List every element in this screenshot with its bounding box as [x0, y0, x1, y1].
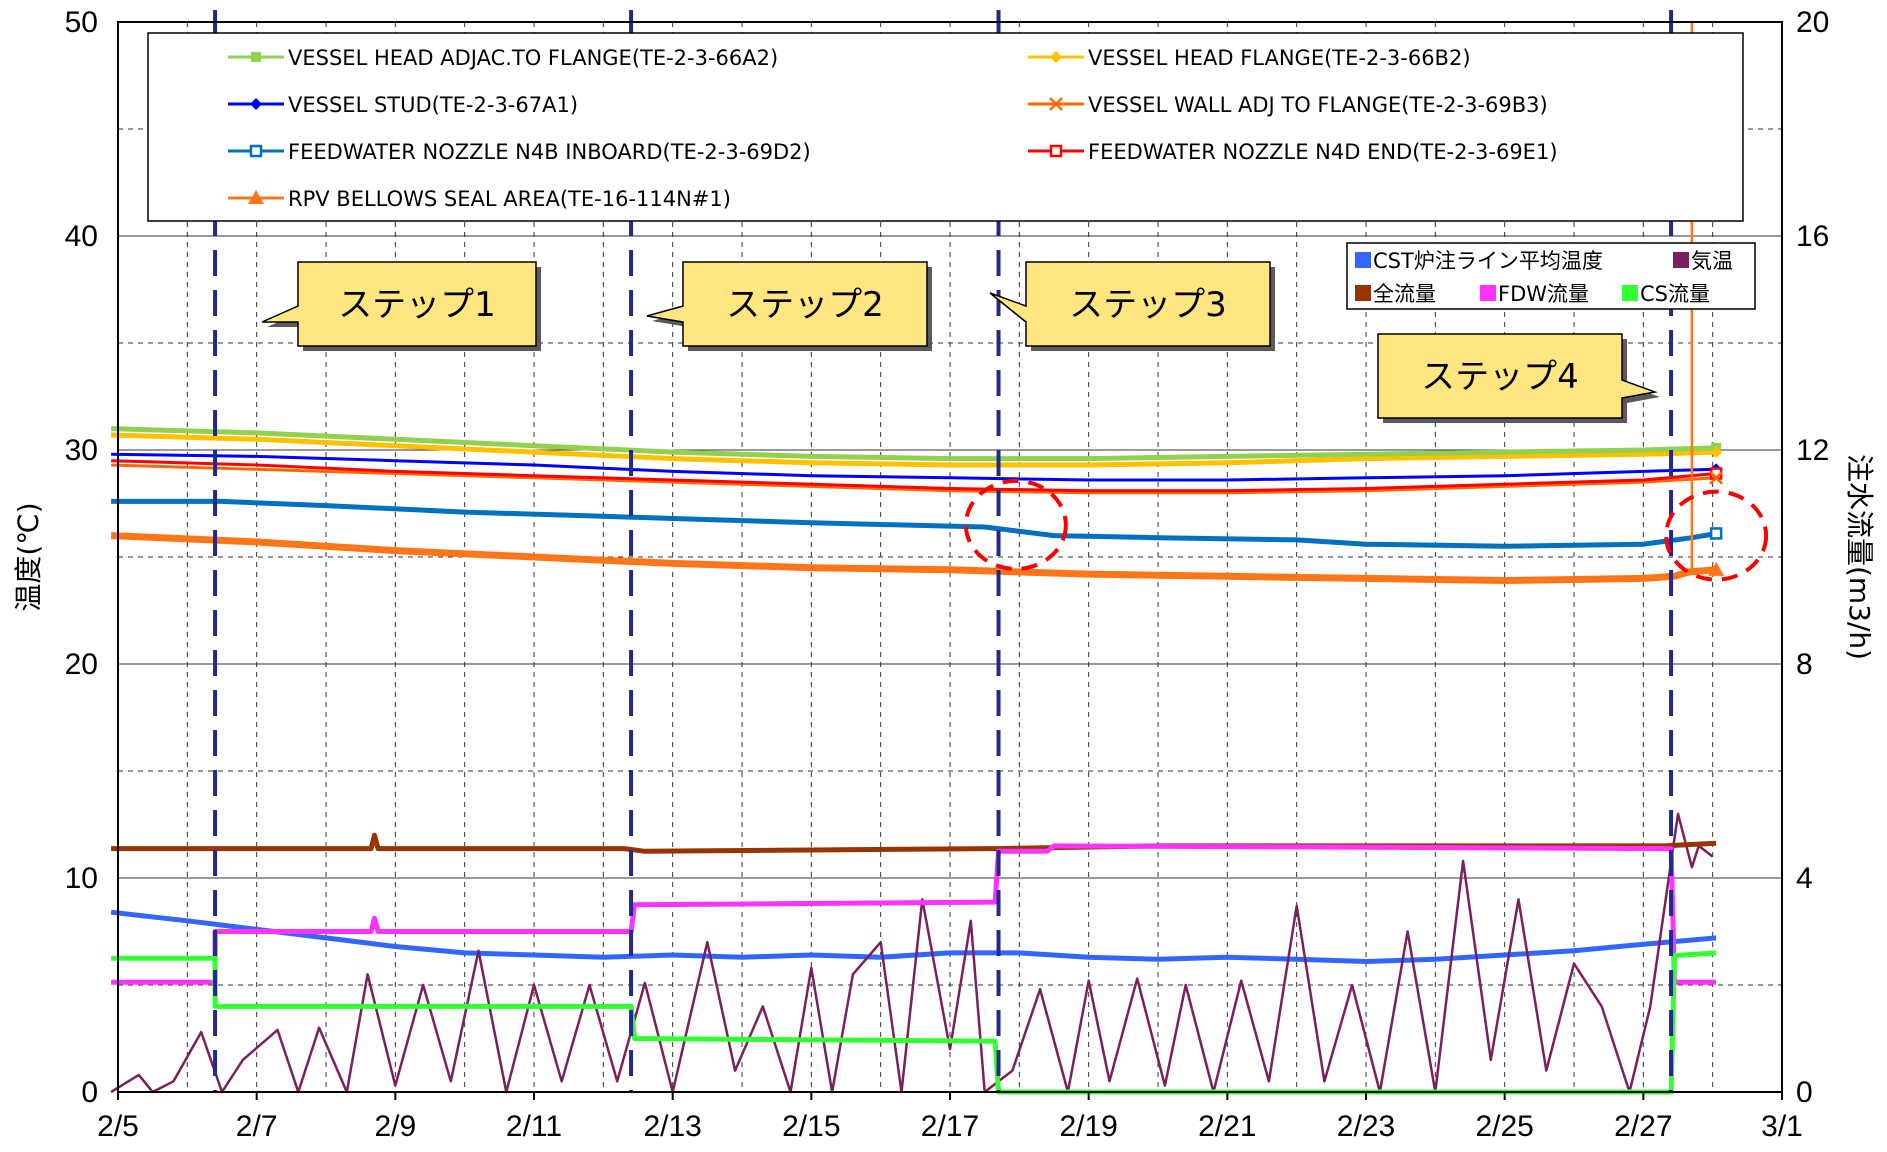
- x-tick-label: 2/15: [782, 1110, 840, 1143]
- legend-bottom-label: CST炉注ライン平均温度: [1373, 249, 1603, 273]
- legend-top-marker: [251, 52, 261, 62]
- y-right-tick-label: 4: [1796, 862, 1813, 895]
- x-tick-label: 2/23: [1337, 1110, 1395, 1143]
- step-callouts: ステップ1 ステップ2 ステップ3 ステップ4: [261, 261, 1660, 423]
- step-callout-label: ステップ2: [726, 285, 884, 325]
- y-right-tick-label: 8: [1796, 648, 1813, 681]
- x-tick-label: 2/13: [643, 1110, 701, 1143]
- y-left-tick-label: 30: [65, 434, 98, 467]
- series-line: [111, 426, 1717, 462]
- series-line: [111, 432, 1717, 468]
- series-layer: [110, 22, 1725, 1095]
- y-left-tick-label: 0: [81, 1076, 98, 1109]
- legend-top-marker: [1049, 144, 1063, 158]
- x-tick-label: 2/25: [1475, 1110, 1533, 1143]
- y-right-tick-label: 0: [1796, 1076, 1813, 1109]
- legend-top-label: FEEDWATER NOZZLE N4B INBOARD(TE-2-3-69D2…: [288, 140, 811, 164]
- axis-ticks: 2/5 2/7 2/9 2/11 2/13 2/15 2/17 2/19 2/21 2/23 2/2…: [12, 6, 1876, 1143]
- legend-top-label: VESSEL HEAD FLANGE(TE-2-3-66B2): [1088, 46, 1471, 70]
- x-tick-label: 2/11: [506, 1110, 562, 1143]
- x-tick-label: 3/1: [1761, 1110, 1803, 1143]
- highlight-ellipse: [1664, 489, 1769, 582]
- legend-top-marker: [250, 98, 262, 110]
- series-endpoint-marker: [1710, 446, 1723, 459]
- legend-bottom-swatch: [1355, 285, 1371, 301]
- x-tick-label: 2/21: [1198, 1110, 1256, 1143]
- y-right-tick-label: 12: [1796, 434, 1829, 467]
- series-line: [110, 532, 1717, 584]
- legend-bottom-swatch: [1622, 285, 1638, 301]
- legend-top-box: [147, 32, 1744, 222]
- legend-top-label: RPV BELLOWS SEAL AREA(TE-16-114N#1): [288, 187, 731, 211]
- legend-top-marker: [248, 190, 264, 204]
- highlight-ellipse: [963, 478, 1068, 571]
- series-line: [110, 812, 1714, 1094]
- series-line: [111, 459, 1717, 493]
- legend-bottom-swatch: [1355, 252, 1371, 268]
- step-callout-label: ステップ1: [338, 285, 496, 325]
- y-right-tick-label: 16: [1796, 220, 1829, 253]
- series-endpoint-marker: [1709, 470, 1724, 485]
- legend-bottom-swatch: [1480, 285, 1496, 301]
- legend-bottom-label: FDW流量: [1498, 282, 1589, 306]
- series-line: [111, 463, 1717, 495]
- series-endpoint-marker: [1708, 561, 1725, 576]
- step-callout-box: [989, 261, 1271, 347]
- x-tick-label: 2/27: [1614, 1110, 1672, 1143]
- x-tick-label: 2/9: [374, 1110, 416, 1143]
- legend-top-marker: [249, 144, 263, 158]
- y-left-tick-label: 10: [65, 862, 98, 895]
- series-line: [111, 452, 1717, 482]
- step-callout-box: [646, 261, 928, 347]
- x-tick-label: 2/19: [1059, 1110, 1117, 1143]
- legend-bottom-label: CS流量: [1640, 282, 1710, 306]
- y-left-axis-title: 温度(℃): [12, 502, 45, 611]
- legend-top-marker: [1049, 97, 1063, 111]
- step-callout-box: [261, 261, 537, 347]
- legend-bottom-swatch: [1673, 252, 1689, 268]
- legend-top-label: VESSEL WALL ADJ TO FLANGE(TE-2-3-69B3): [1088, 93, 1548, 117]
- series-endpoint-marker: [1709, 527, 1723, 540]
- annotations: [963, 478, 1769, 582]
- step-callout-label: ステップ3: [1069, 285, 1227, 325]
- y-left-tick-label: 50: [65, 6, 98, 39]
- y-right-tick-label: 20: [1796, 6, 1829, 39]
- series-line: [111, 498, 1717, 549]
- step-callout-box: [1377, 333, 1658, 419]
- legend-bottom-label: 気温: [1691, 249, 1733, 273]
- legend-top-label: VESSEL STUD(TE-2-3-67A1): [288, 93, 578, 117]
- y-left-tick-label: 40: [65, 220, 98, 253]
- legend-top-label: VESSEL HEAD ADJAC.TO FLANGE(TE-2-3-66A2): [288, 46, 778, 70]
- legend-top-label: FEEDWATER NOZZLE N4D END(TE-2-3-69E1): [1088, 140, 1558, 164]
- x-tick-label: 2/7: [236, 1110, 278, 1143]
- y-right-axis-title: 注水流量(m3/h): [1843, 454, 1876, 660]
- legend-top: VESSEL HEAD ADJAC.TO FLANGE(TE-2-3-66A2)…: [147, 32, 1744, 222]
- x-tick-label: 2/5: [97, 1110, 139, 1143]
- legend-top-marker: [1050, 51, 1062, 63]
- y-left-tick-label: 20: [65, 648, 98, 681]
- x-tick-label: 2/17: [921, 1110, 979, 1143]
- legend-bottom-label: 全流量: [1373, 282, 1436, 306]
- step-callout-label: ステップ4: [1421, 357, 1579, 397]
- series-line: [111, 843, 1717, 985]
